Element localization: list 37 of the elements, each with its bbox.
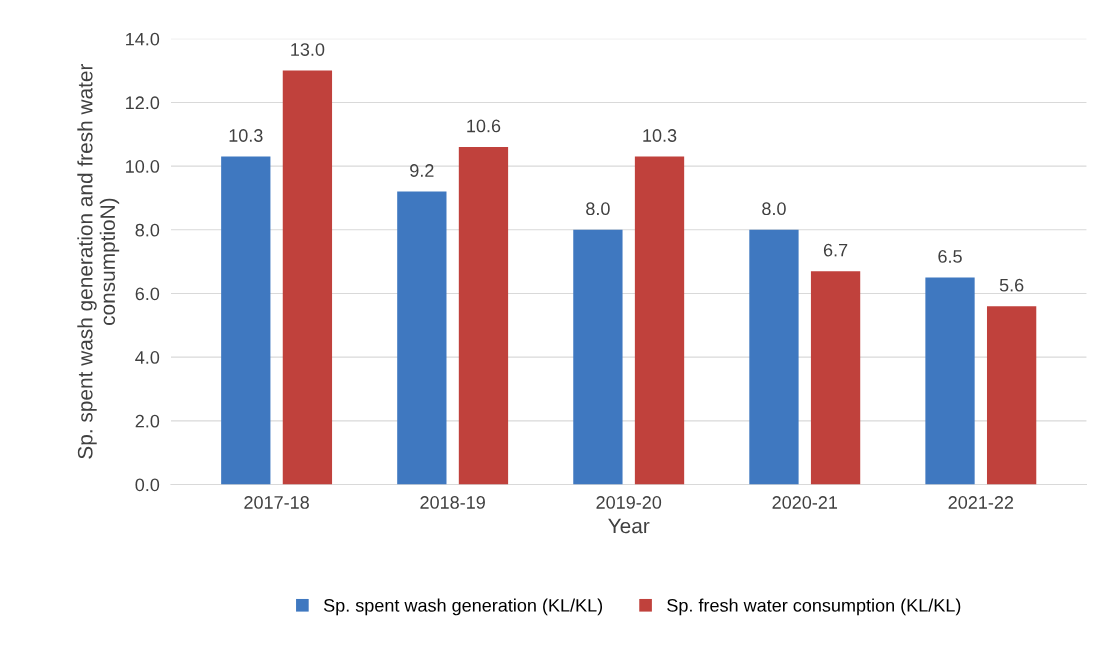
y-tick-label: 6.0 <box>135 287 160 301</box>
bar <box>282 70 333 485</box>
x-axis-title: Year <box>608 518 650 534</box>
bar <box>810 271 861 485</box>
y-axis-title: Sp. spent wash generation and fresh water consumptioN) <box>77 63 120 459</box>
x-tick-label: 2020-21 <box>772 496 838 509</box>
bar <box>986 306 1037 485</box>
data-label: 5.6 <box>999 278 1024 292</box>
data-label: 8.0 <box>762 202 786 216</box>
bar <box>221 156 271 485</box>
data-label: 13.0 <box>291 43 325 56</box>
y-tick-label: 2.0 <box>135 414 160 428</box>
bar <box>397 191 447 485</box>
legend-label: Sp. fresh water consumption (KL/KL) <box>667 598 961 616</box>
legend-label: Sp. spent wash generation (KL/KL) <box>323 598 603 616</box>
x-tick-label: 2017-18 <box>244 496 309 509</box>
y-tick-label: 8.0 <box>135 223 160 237</box>
y-tick-label: 10.0 <box>126 160 160 173</box>
y-tick-label: 12.0 <box>126 96 160 110</box>
x-tick-label: 2019-20 <box>596 496 662 509</box>
data-label: 10.6 <box>467 119 501 133</box>
data-label: 6.7 <box>823 243 848 257</box>
bar <box>458 147 509 485</box>
data-label: 8.0 <box>586 202 610 216</box>
bar <box>573 229 623 485</box>
y-tick-label: 4.0 <box>135 351 160 364</box>
bar <box>925 277 975 485</box>
data-label: 9.2 <box>410 164 434 177</box>
bar <box>634 156 685 485</box>
x-tick-label: 2018-19 <box>420 496 485 509</box>
y-tick-label: 14.0 <box>126 32 160 46</box>
bar <box>749 229 799 485</box>
y-tick-label: 0.0 <box>135 478 160 492</box>
data-label: 6.5 <box>938 250 962 263</box>
x-tick-label: 2021-22 <box>948 496 1014 509</box>
data-label: 10.3 <box>643 129 677 142</box>
data-label: 10.3 <box>229 129 263 142</box>
